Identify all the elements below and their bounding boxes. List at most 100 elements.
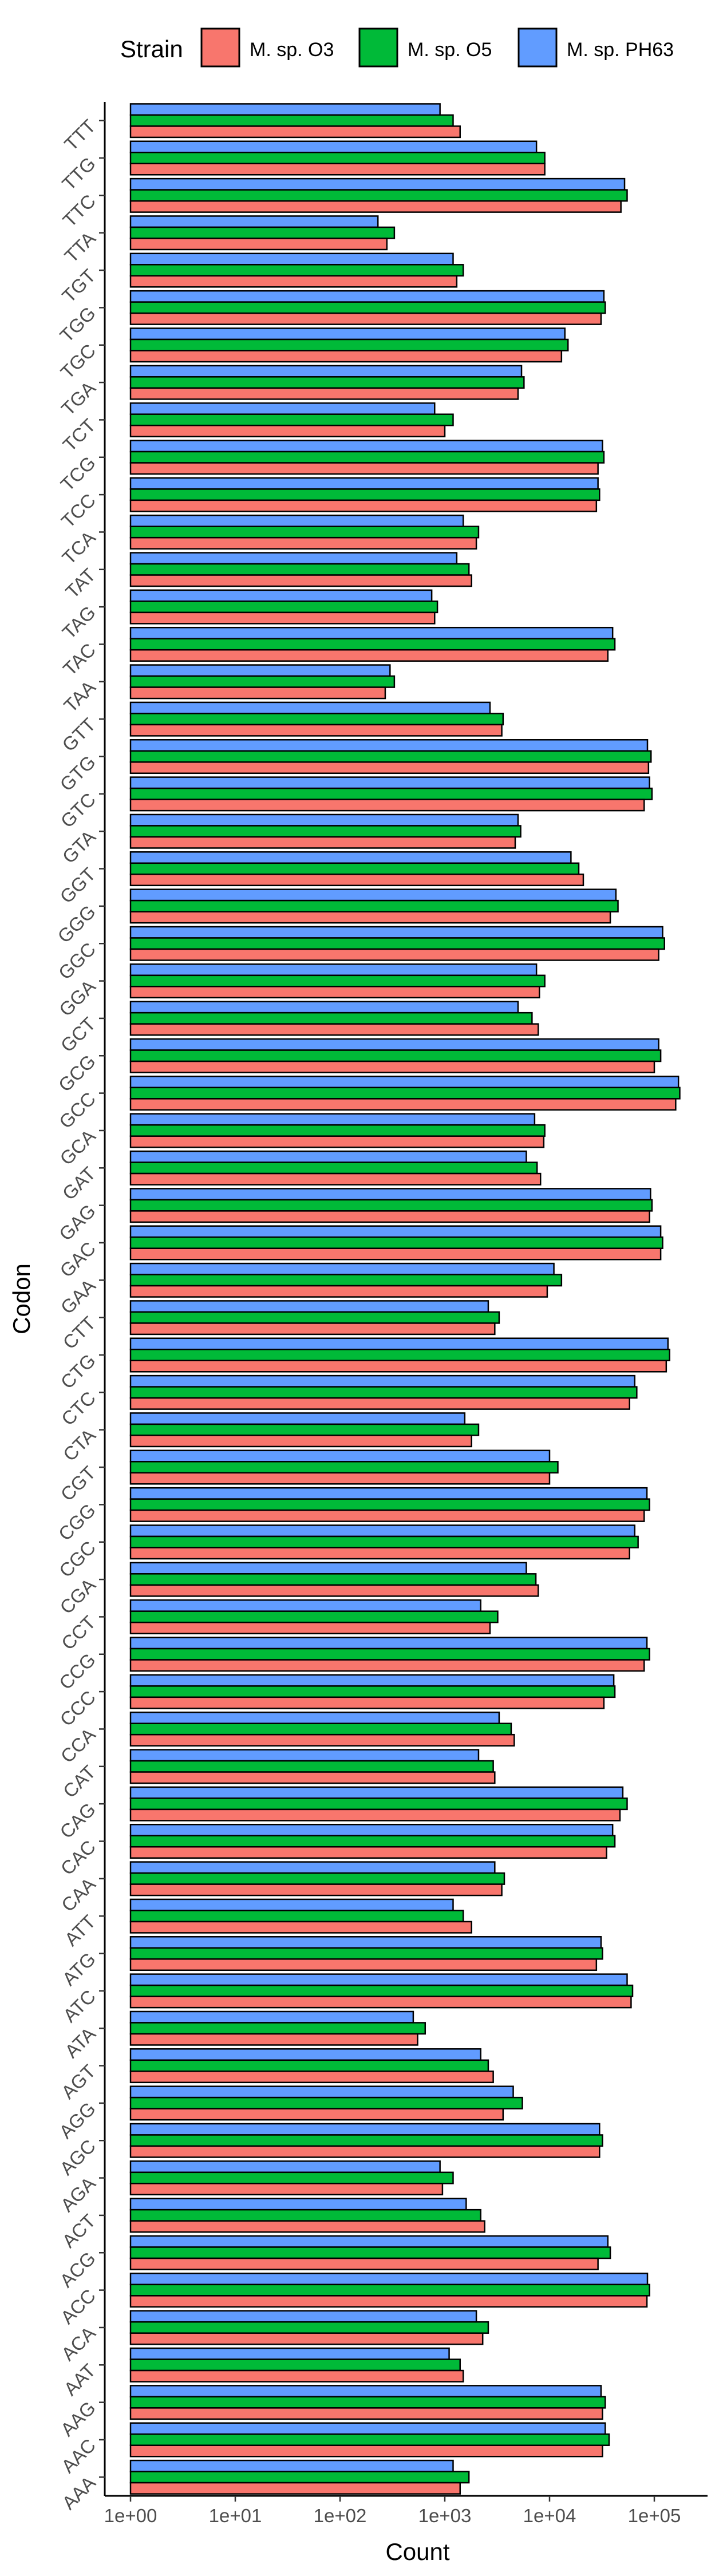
bar-TAC-m-sp-o5 [129, 638, 616, 651]
bar-GCG-m-sp-o5 [129, 1049, 662, 1062]
y-tick-label: AGA [56, 2172, 99, 2215]
bar-TAG-m-sp-o5 [129, 600, 438, 614]
bar-ATA-m-sp-o5 [129, 2022, 426, 2035]
bar-ACC-m-sp-ph63 [129, 2273, 649, 2286]
bar-GTT-m-sp-ph63 [129, 701, 491, 714]
bar-TGA-m-sp-o5 [129, 376, 525, 389]
bar-TGT-m-sp-ph63 [129, 252, 454, 266]
bar-TAC-m-sp-o3 [129, 649, 609, 662]
bar-TGT-m-sp-o3 [129, 275, 458, 288]
bar-AGA-m-sp-o3 [129, 2183, 444, 2196]
bar-AGG-m-sp-o5 [129, 2096, 523, 2109]
bar-CTT-m-sp-o5 [129, 1311, 500, 1324]
y-tick-label: GAA [56, 1275, 99, 1318]
bar-GGA-m-sp-ph63 [129, 963, 538, 977]
bar-CCA-m-sp-o5 [129, 1722, 512, 1736]
x-axis-title: Count [385, 2538, 449, 2565]
y-tick-label: GTT [58, 714, 100, 756]
bar-AAA-m-sp-o3 [129, 2482, 461, 2495]
bar-GAC-m-sp-ph63 [129, 1225, 662, 1238]
bar-TAC-m-sp-ph63 [129, 626, 614, 639]
bar-ATT-m-sp-o3 [129, 1921, 472, 1934]
y-tick-label: GCT [57, 1013, 100, 1056]
bar-GTC-m-sp-o5 [129, 787, 653, 800]
bar-ACG-m-sp-o5 [129, 2246, 611, 2259]
bar-ACA-m-sp-o3 [129, 2332, 484, 2345]
y-tick-label: CCC [56, 1686, 100, 1730]
bar-GCA-m-sp-ph63 [129, 1113, 536, 1126]
y-tick-label: GCG [54, 1050, 100, 1096]
bar-CTA-m-sp-ph63 [129, 1412, 466, 1425]
bar-GAA-m-sp-o5 [129, 1274, 563, 1287]
x-tick-label: 1e+03 [418, 2505, 472, 2526]
bar-GCT-m-sp-o3 [129, 1023, 539, 1036]
legend-key [200, 27, 240, 68]
bar-CCG-m-sp-o5 [129, 1647, 650, 1661]
y-tick-label: TGT [58, 265, 100, 307]
bar-TGG-m-sp-o5 [129, 301, 606, 314]
y-tick-label: CAG [56, 1799, 100, 1843]
bar-TGC-m-sp-ph63 [129, 327, 566, 341]
bar-GGA-m-sp-o3 [129, 986, 540, 999]
bar-CAG-m-sp-o5 [129, 1797, 628, 1811]
bar-TGA-m-sp-o3 [129, 387, 519, 400]
bar-GAT-m-sp-o3 [129, 1172, 542, 1186]
bar-CGT-m-sp-o5 [129, 1461, 559, 1474]
bar-CTC-m-sp-ph63 [129, 1374, 636, 1388]
bar-TAT-m-sp-o5 [129, 563, 470, 576]
bar-GGG-m-sp-o3 [129, 911, 611, 924]
bar-AAG-m-sp-ph63 [129, 2385, 602, 2398]
y-tick-label: ATA [61, 2023, 100, 2062]
y-tick-label: ACC [57, 2285, 100, 2328]
bar-TCA-m-sp-o5 [129, 526, 480, 539]
legend-key [358, 27, 398, 68]
bar-TTC-m-sp-ph63 [129, 177, 626, 191]
x-tick-label: 1e+02 [314, 2505, 367, 2526]
bar-GGC-m-sp-o5 [129, 937, 665, 950]
y-tick-label: ATG [58, 1948, 100, 1989]
bar-CAT-m-sp-o5 [129, 1760, 494, 1773]
bar-TCG-m-sp-ph63 [129, 440, 603, 453]
x-tick-label: 1e+00 [104, 2505, 157, 2526]
bar-GCT-m-sp-o5 [129, 1012, 533, 1025]
bar-GCA-m-sp-o3 [129, 1135, 545, 1148]
bar-TTC-m-sp-o5 [129, 189, 628, 202]
y-tick-label: TCT [58, 414, 100, 456]
bar-TCC-m-sp-ph63 [129, 477, 599, 490]
bar-GAC-m-sp-o5 [129, 1236, 663, 1249]
bar-ATA-m-sp-ph63 [129, 2010, 414, 2024]
bar-TCT-m-sp-ph63 [129, 402, 436, 415]
bar-CTG-m-sp-ph63 [129, 1337, 669, 1350]
y-tick-label: GGC [54, 938, 100, 983]
bar-CAC-m-sp-o5 [129, 1835, 616, 1848]
y-tick-label: AGC [56, 2135, 100, 2179]
bar-TTT-m-sp-o5 [129, 114, 454, 127]
bar-GAG-m-sp-o5 [129, 1199, 653, 1212]
bar-GAT-m-sp-ph63 [129, 1150, 527, 1163]
bar-CGC-m-sp-o5 [129, 1535, 639, 1548]
y-tick-label: AAT [60, 2360, 100, 2400]
y-tick-label: TAC [59, 639, 100, 679]
bar-TGC-m-sp-o3 [129, 350, 563, 363]
bar-GTG-m-sp-ph63 [129, 739, 649, 752]
bar-GTG-m-sp-o5 [129, 750, 652, 763]
bar-TTG-m-sp-ph63 [129, 140, 538, 153]
bar-AAC-m-sp-o5 [129, 2433, 610, 2446]
bar-TAA-m-sp-o3 [129, 686, 386, 700]
bar-GAG-m-sp-ph63 [129, 1188, 651, 1201]
y-tick-label: AGT [57, 2060, 100, 2103]
bar-CCA-m-sp-o3 [129, 1733, 515, 1747]
bar-CTG-m-sp-o5 [129, 1349, 670, 1362]
y-tick-label: TAT [61, 564, 100, 603]
bar-GTC-m-sp-o3 [129, 799, 645, 812]
bar-CCT-m-sp-ph63 [129, 1599, 481, 1612]
y-tick-label: ACT [58, 2210, 100, 2252]
y-tick-label: TAA [60, 677, 100, 717]
y-tick-label: ATC [59, 1986, 100, 2026]
bar-CTT-m-sp-ph63 [129, 1300, 489, 1313]
y-tick-label: CCA [57, 1724, 100, 1767]
bar-CCT-m-sp-o5 [129, 1610, 499, 1623]
bar-CTT-m-sp-o3 [129, 1322, 496, 1336]
